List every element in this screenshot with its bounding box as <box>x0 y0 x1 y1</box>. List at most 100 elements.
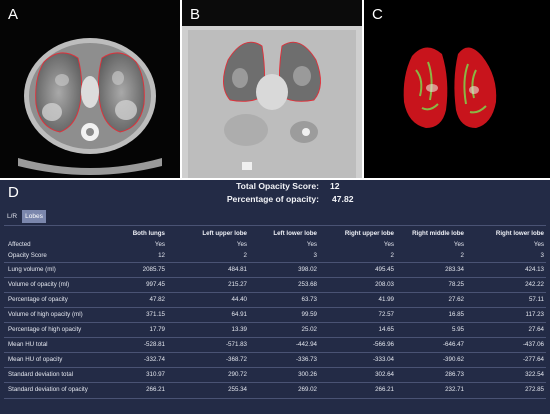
table-row: Mean HU total -528.81 -571.83 -442.94 -5… <box>0 339 550 350</box>
tab-lobes[interactable]: Lobes <box>22 210 46 223</box>
column-header: Right middle lobe <box>412 230 464 237</box>
table-cell: 232.71 <box>445 386 464 393</box>
table-cell: 300.26 <box>298 371 317 378</box>
table-cell: 2 <box>460 252 464 259</box>
column-header: Left upper lobe <box>202 230 247 237</box>
column-header: Both lungs <box>132 230 165 237</box>
table-cell: 12 <box>158 252 165 259</box>
row-label: Mean HU total <box>8 341 48 348</box>
percentage-opacity-row: Percentage of opacity: 47.82 <box>0 194 550 206</box>
table-cell: -437.06 <box>523 341 544 348</box>
row-label: Percentage of high opacity <box>8 326 82 333</box>
table-cell: 266.21 <box>146 386 165 393</box>
table-row: Standard deviation of opacity 266.21 255… <box>0 384 550 395</box>
table-cell: 424.13 <box>525 266 544 273</box>
table-cell: -442.94 <box>296 341 317 348</box>
table-cell: 255.34 <box>228 386 247 393</box>
column-header: Right upper lobe <box>344 230 394 237</box>
table-cell: 5.95 <box>451 326 464 333</box>
panel-letter-a: A <box>8 6 19 23</box>
table-cell: Yes <box>236 241 247 248</box>
column-header: Left lower lobe <box>273 230 317 237</box>
table-cell: 117.23 <box>525 311 544 318</box>
table-cell: 283.34 <box>445 266 464 273</box>
table-cell: -336.73 <box>296 356 317 363</box>
table-row: Volume of opacity (ml) 997.45 215.27 253… <box>0 279 550 290</box>
table-cell: 269.02 <box>298 386 317 393</box>
table-row: Lung volume (ml) 2085.75 484.81 398.02 4… <box>0 264 550 275</box>
row-divider <box>4 322 546 323</box>
table-cell: 371.15 <box>146 311 165 318</box>
table-row: Volume of high opacity (ml) 371.15 64.91… <box>0 309 550 320</box>
row-divider <box>4 398 546 399</box>
panel-letter-b: B <box>190 6 201 23</box>
table-cell: 47.82 <box>149 296 165 303</box>
table-cell: 484.81 <box>228 266 247 273</box>
table-cell: 99.59 <box>301 311 317 318</box>
table-cell: 41.99 <box>378 296 394 303</box>
total-opacity-score-value: 12 <box>330 181 340 191</box>
table-cell: 14.65 <box>378 326 394 333</box>
panel-c-3d-render: C <box>364 0 550 178</box>
table-cell: -571.83 <box>226 341 247 348</box>
table-cell: 253.68 <box>298 281 317 288</box>
table-cell: Yes <box>154 241 165 248</box>
table-cell: 17.79 <box>149 326 165 333</box>
axial-ct-image <box>18 38 162 175</box>
panel-a-axial-ct: A <box>0 0 180 178</box>
table-cell: 266.21 <box>375 386 394 393</box>
row-label: Lung volume (ml) <box>8 266 56 273</box>
table-cell: 997.45 <box>146 281 165 288</box>
table-cell: 495.45 <box>375 266 394 273</box>
table-cell: 72.57 <box>378 311 394 318</box>
row-divider <box>4 307 546 308</box>
total-opacity-score-label: Total Opacity Score: <box>236 181 319 191</box>
table-cell: 25.02 <box>301 326 317 333</box>
panel-b-coronal-ct: B <box>182 0 362 178</box>
row-label: Volume of opacity (ml) <box>8 281 70 288</box>
table-cell: 215.27 <box>228 281 247 288</box>
table-cell: Yes <box>533 241 544 248</box>
table-cell: 208.03 <box>375 281 394 288</box>
tab-lr[interactable]: L/R <box>7 213 18 220</box>
table-cell: 242.22 <box>525 281 544 288</box>
row-label: Mean HU of opacity <box>8 356 63 363</box>
table-cell: 322.54 <box>525 371 544 378</box>
table-cell: 64.91 <box>231 311 247 318</box>
row-divider <box>4 277 546 278</box>
lung-3d-render <box>403 47 497 128</box>
table-header-row: Both lungs Left upper lobe Left lower lo… <box>0 228 550 239</box>
tabs-divider <box>4 225 546 226</box>
row-label: Affected <box>8 241 31 248</box>
table-cell: 44.40 <box>231 296 247 303</box>
table-row: Affected Yes Yes Yes Yes Yes Yes <box>0 239 550 250</box>
table-cell: 27.64 <box>528 326 544 333</box>
row-divider <box>4 367 546 368</box>
row-divider <box>4 352 546 353</box>
table-cell: 2 <box>243 252 247 259</box>
table-cell: -368.72 <box>226 356 247 363</box>
table-cell: Yes <box>306 241 317 248</box>
table-cell: 13.39 <box>231 326 247 333</box>
table-row: Percentage of opacity 47.82 44.40 63.73 … <box>0 294 550 305</box>
percentage-opacity-value: 47.82 <box>332 194 354 204</box>
table-cell: -332.74 <box>144 356 165 363</box>
table-cell: 3 <box>313 252 317 259</box>
table-cell: -566.96 <box>373 341 394 348</box>
table-cell: 290.72 <box>228 371 247 378</box>
table-row: Opacity Score 12 2 3 2 2 3 <box>0 250 550 261</box>
table-row: Standard deviation total 310.97 290.72 3… <box>0 369 550 380</box>
table-cell: -277.64 <box>523 356 544 363</box>
table-cell: 2085.75 <box>142 266 165 273</box>
row-label: Percentage of opacity <box>8 296 68 303</box>
panel-letter-c: C <box>372 6 383 23</box>
row-divider <box>4 337 546 338</box>
table-cell: 286.73 <box>445 371 464 378</box>
table-cell: 16.85 <box>448 311 464 318</box>
table-cell: 398.02 <box>298 266 317 273</box>
row-divider <box>4 292 546 293</box>
table-cell: 2 <box>390 252 394 259</box>
table-cell: Yes <box>383 241 394 248</box>
view-tabs: L/R Lobes <box>4 210 46 223</box>
row-label: Volume of high opacity (ml) <box>8 311 83 318</box>
